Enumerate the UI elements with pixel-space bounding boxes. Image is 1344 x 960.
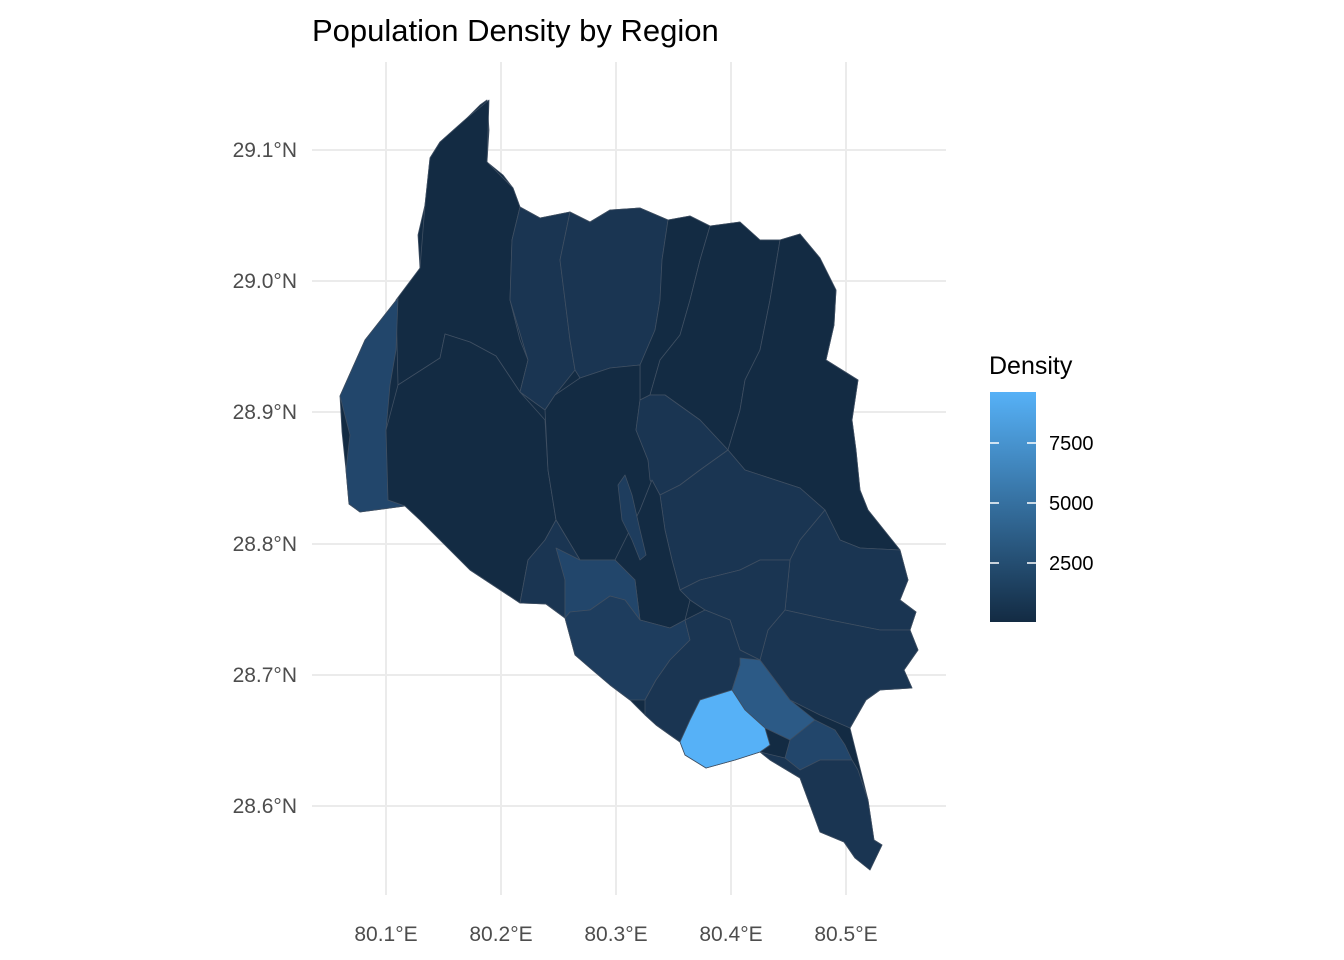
region-southern-tail[interactable]	[759, 751, 883, 871]
map-title: Population Density by Region	[312, 13, 719, 48]
legend-label: 5000	[1049, 493, 1094, 515]
region-west-strip[interactable]	[339, 297, 406, 513]
region-south-midhigh[interactable]	[731, 657, 816, 741]
legend-ticks	[990, 442, 1036, 564]
region-center-sliver[interactable]	[617, 474, 647, 561]
y-axis-labels: 29.1°N 29.0°N 28.9°N 28.8°N 28.7°N 28.6°…	[233, 139, 297, 818]
x-tick-label: 80.3°E	[584, 923, 647, 946]
legend-colorbar	[990, 392, 1036, 622]
x-tick-label: 80.4°E	[699, 923, 762, 946]
x-axis-labels: 80.1°E 80.2°E 80.3°E 80.4°E 80.5°E	[354, 923, 877, 946]
x-tick-label: 80.5°E	[814, 923, 877, 946]
region-layer	[339, 99, 919, 871]
x-tick-label: 80.2°E	[469, 923, 532, 946]
y-tick-label: 29.1°N	[233, 139, 297, 162]
legend-title: Density	[989, 352, 1073, 380]
y-tick-label: 28.8°N	[233, 533, 297, 556]
y-tick-label: 28.7°N	[233, 664, 297, 687]
y-tick-label: 28.6°N	[233, 795, 297, 818]
x-tick-label: 80.1°E	[354, 923, 417, 946]
region-highest-density[interactable]	[679, 689, 771, 769]
legend-label: 2500	[1049, 553, 1094, 575]
legend-label: 7500	[1049, 433, 1094, 455]
y-tick-label: 29.0°N	[233, 270, 297, 293]
legend: Density 7500 5000 2500	[989, 352, 1094, 622]
y-tick-label: 28.9°N	[233, 401, 297, 424]
